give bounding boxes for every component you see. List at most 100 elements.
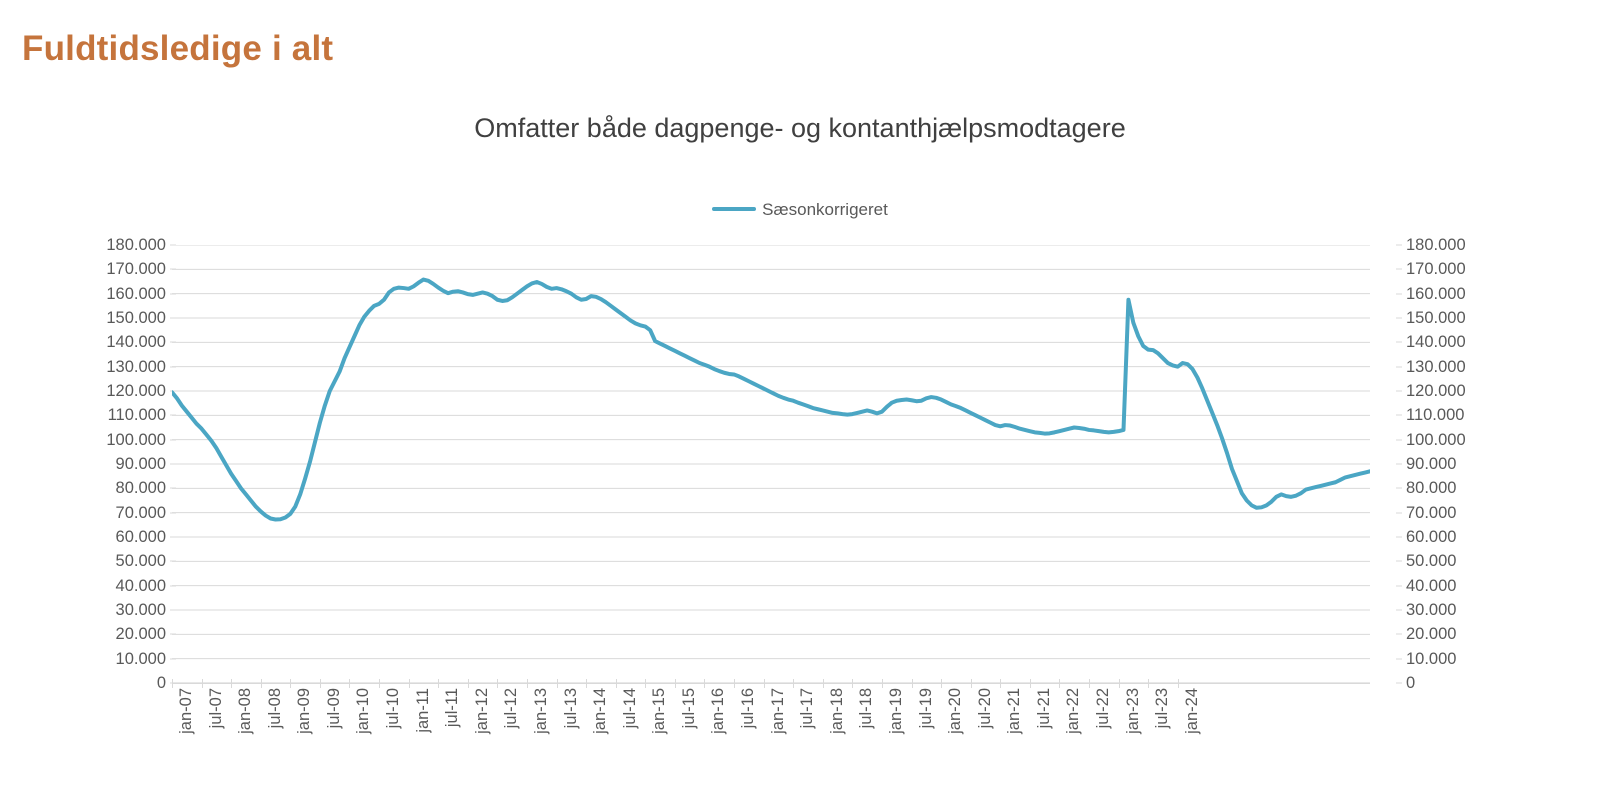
x-axis-label: jul-07 xyxy=(206,688,225,729)
x-axis-tickmark xyxy=(586,679,588,688)
page-title: Fuldtidsledige i alt xyxy=(22,29,334,68)
y-axis-tickmark xyxy=(1396,439,1402,441)
x-axis-label: jul-10 xyxy=(384,688,403,729)
x-axis-tickmark xyxy=(881,679,883,688)
y-axis-left-label: 110.000 xyxy=(107,406,166,425)
chart-gridlines xyxy=(172,245,1370,683)
x-axis-tickmark xyxy=(1118,679,1120,688)
x-axis-tickmark xyxy=(822,679,824,688)
x-axis-label: jan-20 xyxy=(946,688,965,734)
y-axis-right-label: 90.000 xyxy=(1406,454,1457,473)
x-axis-tickmark xyxy=(1148,679,1150,688)
y-axis-tickmark xyxy=(1396,560,1402,562)
x-axis-tickmark xyxy=(1059,679,1061,688)
y-axis-tickmark xyxy=(1396,390,1402,392)
x-axis-tickmark xyxy=(349,679,351,688)
x-axis-label: jan-13 xyxy=(531,688,550,734)
y-axis-tickmark xyxy=(1396,585,1402,587)
x-axis-label: jul-18 xyxy=(857,688,876,729)
y-axis-tickmark xyxy=(1396,609,1402,611)
x-axis-label: jan-19 xyxy=(886,688,905,734)
x-axis-label: jan-22 xyxy=(1064,688,1083,734)
x-axis-label: jan-10 xyxy=(354,688,373,734)
x-axis-tickmark xyxy=(260,679,262,688)
x-axis-label: jul-11 xyxy=(443,688,462,728)
y-axis-left-label: 140.000 xyxy=(106,333,166,352)
chart-subtitle: Omfatter både dagpenge- og kontanthjælps… xyxy=(474,113,1126,143)
y-axis-right-label: 40.000 xyxy=(1406,576,1457,595)
chart-line-saesonkorrigeret xyxy=(172,277,1370,522)
y-axis-tickmark xyxy=(1396,487,1402,489)
x-axis-tickmark xyxy=(467,679,469,688)
y-axis-left-label: 50.000 xyxy=(115,552,166,571)
x-axis-tickmark xyxy=(911,679,913,688)
y-axis-left-label: 80.000 xyxy=(115,479,166,498)
y-axis-left-label: 100.000 xyxy=(106,430,166,449)
x-axis-tickmark xyxy=(1029,679,1031,688)
x-axis-tickmark xyxy=(970,679,972,688)
x-axis-tickmark xyxy=(379,679,381,688)
y-axis-tickmark xyxy=(1396,512,1402,514)
legend-label-saesonkorrigeret: Sæsonkorrigeret xyxy=(762,199,888,219)
x-axis-tickmark xyxy=(438,679,440,688)
x-axis-label: jan-18 xyxy=(827,688,846,734)
y-axis-tickmark xyxy=(1396,341,1402,343)
y-axis-right-label: 50.000 xyxy=(1406,552,1457,571)
x-axis-tickmark xyxy=(645,679,647,688)
y-axis-right-label: 30.000 xyxy=(1406,600,1457,619)
y-axis-left-label: 180.000 xyxy=(106,235,166,254)
x-axis-tickmark xyxy=(763,679,765,688)
x-axis-label: jan-16 xyxy=(709,688,728,734)
y-axis-tickmark xyxy=(1396,658,1402,660)
y-axis-tickmark xyxy=(1396,682,1402,684)
y-axis-left-label: 10.000 xyxy=(115,649,166,668)
y-axis-right-label: 180.000 xyxy=(1406,235,1466,254)
x-axis-labels: jan-07 jul-07 jan-08 jul-08 jan-09 jul-09 jan-… xyxy=(172,679,1370,788)
x-axis-label: jul-22 xyxy=(1093,688,1112,729)
x-axis-tickmark xyxy=(852,679,854,688)
x-axis-tickmark xyxy=(408,679,410,688)
y-axis-tickmark xyxy=(1396,317,1402,319)
y-axis-right-label: 170.000 xyxy=(1406,260,1466,279)
x-axis-label: jan-21 xyxy=(1005,688,1024,734)
y-axis-tickmark xyxy=(1396,293,1402,295)
x-axis-label: jul-19 xyxy=(916,688,935,729)
y-axis-left-label: 120.000 xyxy=(106,381,166,400)
x-axis-tickmark xyxy=(172,679,173,688)
x-axis-label: jan-11 xyxy=(413,688,432,733)
x-axis-tickmark xyxy=(1088,679,1090,688)
x-axis-label: jan-08 xyxy=(236,688,255,734)
y-axis-left: 180.000 170.000 160.000 150.000 140.000 130.0… xyxy=(82,237,176,691)
y-axis-left-label: 20.000 xyxy=(115,625,166,644)
y-axis-right-label: 110.000 xyxy=(1406,406,1465,425)
y-axis-left-label: 130.000 xyxy=(106,357,166,376)
y-axis-left-label: 70.000 xyxy=(115,503,166,522)
x-axis-label: jan-14 xyxy=(591,688,610,734)
x-axis-label: jul-13 xyxy=(561,688,580,729)
x-axis-label: jan-09 xyxy=(295,688,314,734)
x-axis-tickmark xyxy=(941,679,943,688)
x-axis-label: jul-12 xyxy=(502,688,521,729)
y-axis-tickmark xyxy=(1396,268,1402,270)
x-axis-tickmark xyxy=(1177,679,1179,688)
y-axis-right-label: 150.000 xyxy=(1406,308,1466,327)
y-axis-left-label: 30.000 xyxy=(115,600,166,619)
x-axis-label: jul-14 xyxy=(620,688,639,729)
x-axis-tickmark xyxy=(201,679,203,688)
x-axis-tickmark xyxy=(231,679,233,688)
x-axis-label: jan-24 xyxy=(1182,688,1201,734)
y-axis-right-label: 0 xyxy=(1406,673,1416,692)
x-axis-tickmark xyxy=(290,679,292,688)
x-axis-label: jul-20 xyxy=(975,688,994,729)
x-axis-label: jul-21 xyxy=(1034,688,1053,729)
x-axis-label: jan-17 xyxy=(768,688,787,734)
x-axis-tickmark xyxy=(1000,679,1002,688)
y-axis-left-label: 40.000 xyxy=(115,576,166,595)
chart-plot-svg xyxy=(172,245,1370,683)
y-axis-right-label: 60.000 xyxy=(1406,527,1457,546)
x-axis-tickmark xyxy=(615,679,617,688)
x-axis-tickmark xyxy=(793,679,795,688)
y-axis-tickmark xyxy=(1396,366,1402,368)
y-axis-right-label: 120.000 xyxy=(1406,381,1466,400)
